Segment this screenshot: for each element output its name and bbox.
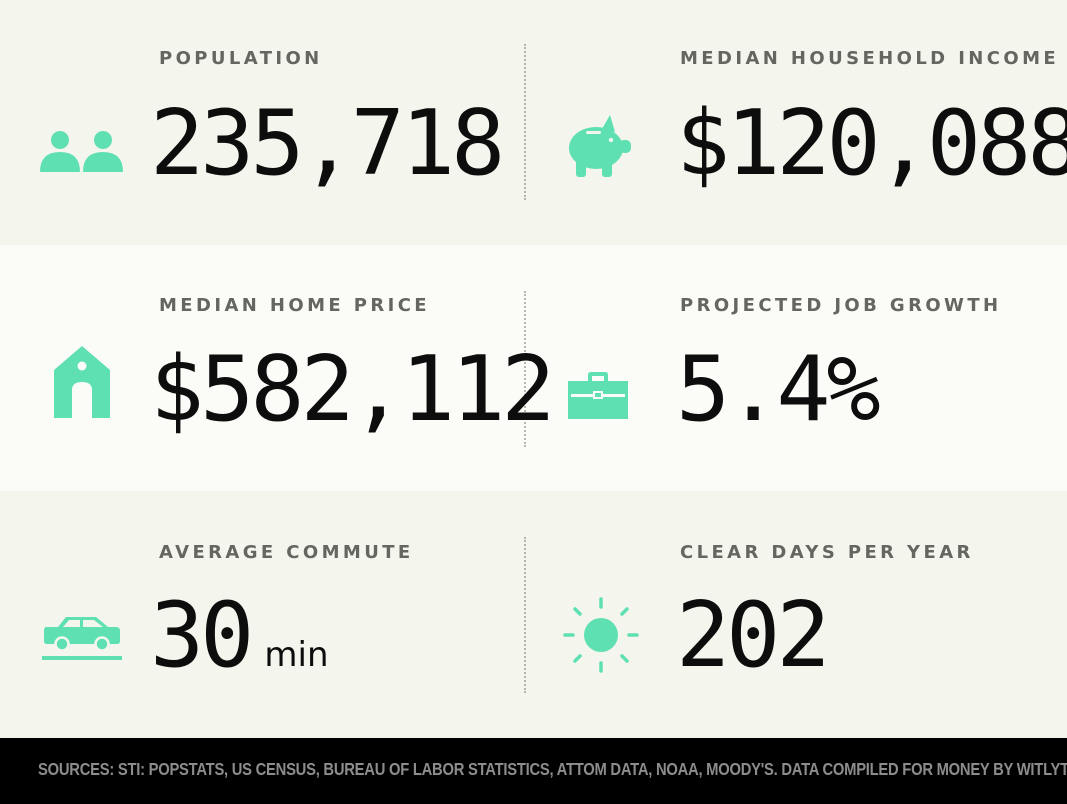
piggy-bank-icon: [569, 115, 631, 177]
stat-unit: min: [264, 635, 329, 675]
column-divider: [524, 44, 526, 200]
people-icon: [40, 131, 123, 172]
stats-row-1: [0, 0, 1067, 245]
column-divider: [524, 291, 526, 447]
sources-text: SOURCES: STI: POPSTATS, US CENSUS, BUREA…: [38, 759, 1067, 779]
house-icon: [54, 346, 110, 418]
stat-value: 235,718: [150, 91, 505, 196]
sources-footer: SOURCES: STI: POPSTATS, US CENSUS, BUREA…: [0, 738, 1067, 804]
stat-value: $582,112: [150, 337, 555, 442]
stat-number: 30: [150, 583, 254, 688]
column-divider: [524, 537, 526, 693]
stat-label: PROJECTED JOB GROWTH: [680, 295, 1002, 316]
stat-value: 30 min: [150, 591, 329, 681]
stats-row-3: [0, 491, 1067, 738]
stats-row-2: [0, 245, 1067, 491]
stat-value: $120,088: [676, 91, 1067, 196]
briefcase-icon: [568, 372, 628, 419]
stat-label: AVERAGE COMMUTE: [159, 542, 414, 563]
stat-label: MEDIAN HOME PRICE: [159, 295, 431, 316]
car-icon: [42, 617, 122, 660]
sun-icon: [563, 597, 639, 673]
stat-label: POPULATION: [159, 48, 323, 69]
stat-value: 5.4%: [676, 337, 881, 442]
stat-label: MEDIAN HOUSEHOLD INCOME: [680, 48, 1060, 69]
stat-label: CLEAR DAYS PER YEAR: [680, 542, 974, 563]
stat-value: 202: [676, 583, 831, 688]
